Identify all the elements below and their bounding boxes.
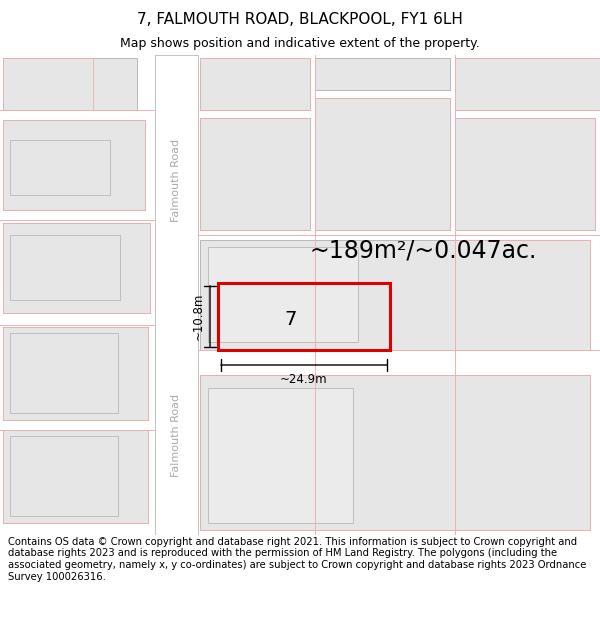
- Bar: [455, 375, 590, 530]
- Bar: [3, 430, 148, 523]
- Bar: [3, 58, 137, 110]
- Bar: [10, 235, 120, 300]
- Bar: [315, 98, 450, 230]
- Text: ~10.8m: ~10.8m: [192, 292, 205, 340]
- Bar: [200, 240, 455, 350]
- Bar: [455, 240, 590, 350]
- Bar: [200, 58, 310, 110]
- Bar: [315, 58, 450, 90]
- Bar: [200, 375, 455, 530]
- Text: Falmouth Road: Falmouth Road: [171, 394, 181, 476]
- Bar: [200, 375, 455, 530]
- Bar: [315, 98, 450, 230]
- Bar: [10, 436, 118, 516]
- Text: 7: 7: [284, 311, 296, 329]
- Bar: [208, 247, 358, 342]
- Bar: [455, 118, 595, 230]
- Text: Contains OS data © Crown copyright and database right 2021. This information is : Contains OS data © Crown copyright and d…: [8, 537, 586, 582]
- Bar: [455, 240, 590, 350]
- Bar: [3, 327, 148, 420]
- Bar: [3, 327, 148, 420]
- Text: 7, FALMOUTH ROAD, BLACKPOOL, FY1 6LH: 7, FALMOUTH ROAD, BLACKPOOL, FY1 6LH: [137, 12, 463, 27]
- Text: ~24.9m: ~24.9m: [280, 373, 328, 386]
- Bar: [3, 120, 145, 210]
- Bar: [455, 118, 595, 230]
- Bar: [155, 55, 198, 535]
- Bar: [3, 120, 145, 210]
- Bar: [200, 58, 310, 110]
- Bar: [3, 58, 93, 110]
- Bar: [10, 333, 118, 413]
- Bar: [208, 388, 353, 523]
- Bar: [218, 283, 390, 350]
- Bar: [200, 118, 310, 230]
- Bar: [3, 223, 150, 313]
- Text: ~189m²/~0.047ac.: ~189m²/~0.047ac.: [310, 238, 538, 262]
- Bar: [455, 58, 600, 110]
- Bar: [455, 58, 600, 110]
- Bar: [3, 223, 150, 313]
- Text: Falmouth Road: Falmouth Road: [171, 138, 181, 221]
- Bar: [10, 140, 110, 195]
- Bar: [455, 375, 590, 530]
- Bar: [200, 118, 310, 230]
- Bar: [3, 430, 148, 523]
- Text: Map shows position and indicative extent of the property.: Map shows position and indicative extent…: [120, 38, 480, 51]
